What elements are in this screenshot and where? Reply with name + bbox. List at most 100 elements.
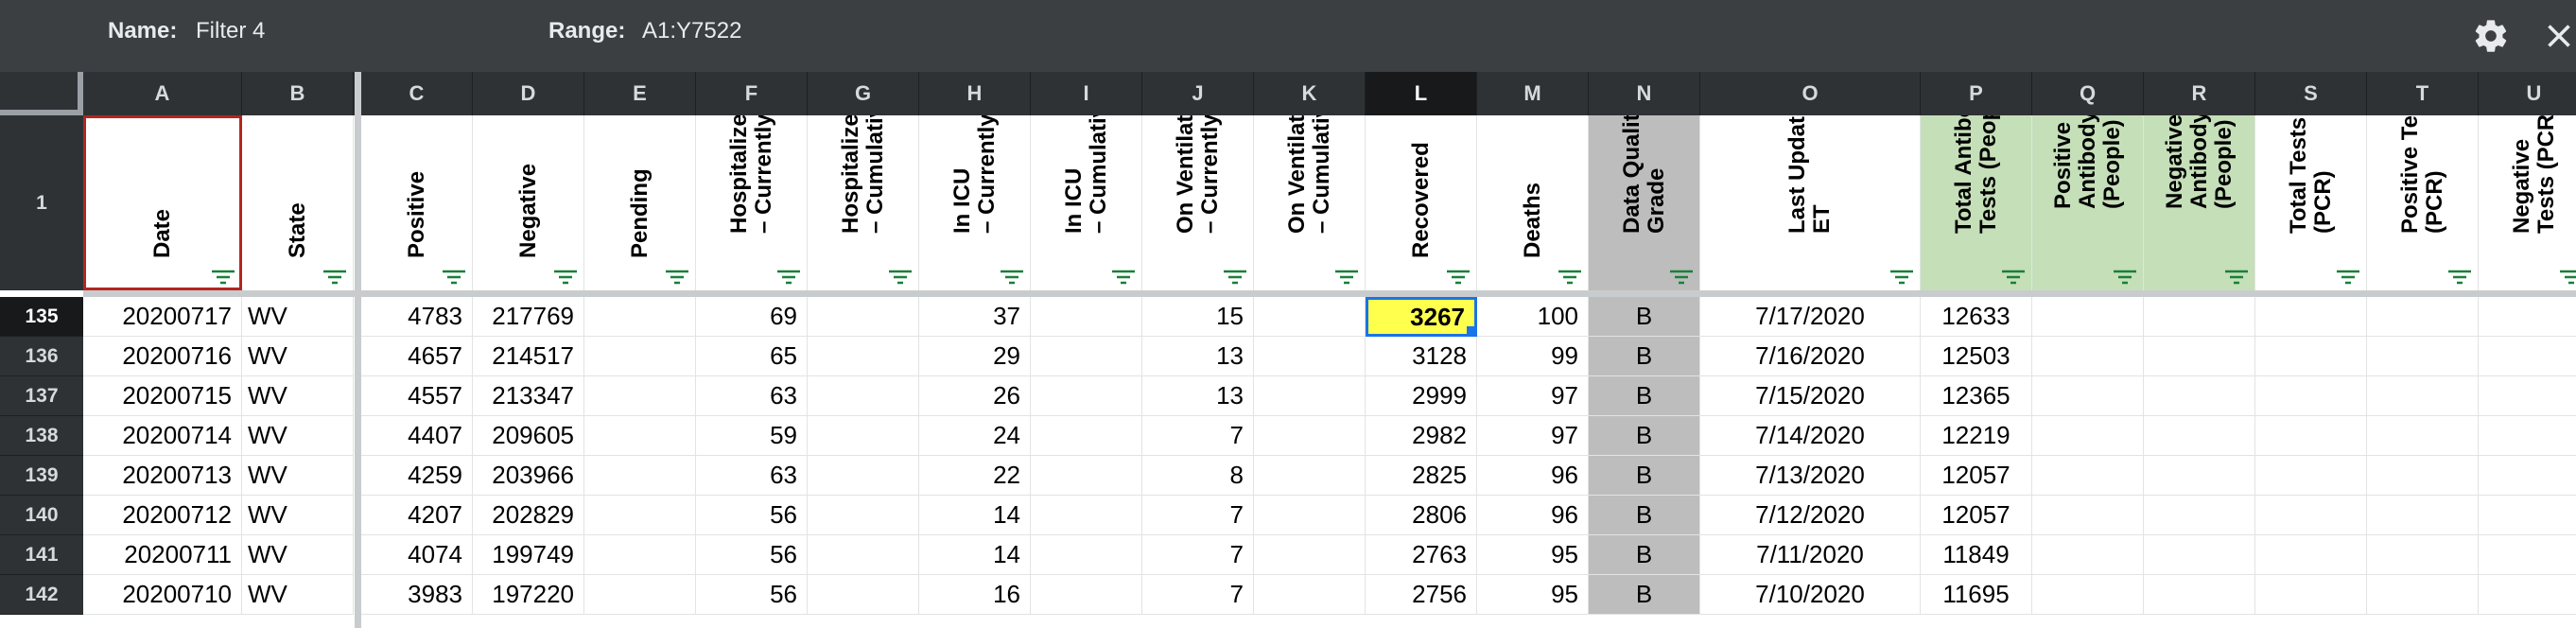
filter-range-value[interactable]: A1:Y7522 — [642, 18, 742, 44]
column-header-Q[interactable]: Q — [2032, 72, 2144, 115]
filter-icon[interactable] — [1111, 270, 1136, 285]
cell-C138[interactable]: 4407 — [361, 416, 473, 456]
cell-B136[interactable]: WV — [242, 337, 354, 376]
header-cell-R[interactable]: Negative Antibody Tests (People) — [2144, 115, 2255, 290]
cell-T135[interactable] — [2367, 297, 2479, 337]
cell-P139[interactable]: 12057 — [1921, 456, 2032, 496]
cell-J135[interactable]: 15 — [1142, 297, 1254, 337]
header-cell-S[interactable]: Total Tests (PCR) — [2255, 115, 2367, 290]
cell-S138[interactable] — [2255, 416, 2367, 456]
cell-Q135[interactable] — [2032, 297, 2144, 337]
cell-M137[interactable]: 97 — [1477, 376, 1589, 416]
cell-R138[interactable] — [2144, 416, 2255, 456]
cell-M140[interactable]: 96 — [1477, 496, 1589, 535]
cell-U141[interactable] — [2479, 535, 2576, 575]
cell-P137[interactable]: 12365 — [1921, 376, 2032, 416]
cell-S141[interactable] — [2255, 535, 2367, 575]
cell-Q138[interactable] — [2032, 416, 2144, 456]
cell-D138[interactable]: 209605 — [473, 416, 584, 456]
fill-handle[interactable] — [1467, 326, 1476, 336]
cell-O141[interactable]: 7/11/2020 — [1700, 535, 1921, 575]
header-cell-H[interactable]: In ICU – Currently — [919, 115, 1031, 290]
cell-H137[interactable]: 26 — [919, 376, 1031, 416]
cell-K136[interactable] — [1254, 337, 1366, 376]
cell-N139[interactable]: B — [1589, 456, 1700, 496]
cell-R141[interactable] — [2144, 535, 2255, 575]
column-header-O[interactable]: O — [1700, 72, 1921, 115]
cell-K141[interactable] — [1254, 535, 1366, 575]
column-header-K[interactable]: K — [1254, 72, 1366, 115]
header-cell-N[interactable]: Data Quality Grade — [1589, 115, 1700, 290]
cell-B141[interactable]: WV — [242, 535, 354, 575]
cell-N140[interactable]: B — [1589, 496, 1700, 535]
cell-O135[interactable]: 7/17/2020 — [1700, 297, 1921, 337]
filter-icon[interactable] — [776, 270, 801, 285]
cell-G136[interactable] — [808, 337, 919, 376]
cell-G135[interactable] — [808, 297, 919, 337]
cell-F137[interactable]: 63 — [696, 376, 808, 416]
column-header-T[interactable]: T — [2367, 72, 2479, 115]
cell-M139[interactable]: 96 — [1477, 456, 1589, 496]
header-cell-Q[interactable]: Positive Antibody Tests (People) — [2032, 115, 2144, 290]
filter-icon[interactable] — [322, 270, 347, 285]
header-cell-I[interactable]: In ICU – Cumulative — [1031, 115, 1142, 290]
cell-M142[interactable]: 95 — [1477, 575, 1589, 615]
cell-J138[interactable]: 7 — [1142, 416, 1254, 456]
cell-N141[interactable]: B — [1589, 535, 1700, 575]
cell-E142[interactable] — [584, 575, 696, 615]
cell-P138[interactable]: 12219 — [1921, 416, 2032, 456]
cell-B135[interactable]: WV — [242, 297, 354, 337]
cell-Q137[interactable] — [2032, 376, 2144, 416]
cell-O140[interactable]: 7/12/2020 — [1700, 496, 1921, 535]
filter-icon[interactable] — [2113, 270, 2137, 285]
column-header-U[interactable]: U — [2479, 72, 2576, 115]
cell-A140[interactable]: 20200712 — [83, 496, 242, 535]
cell-K140[interactable] — [1254, 496, 1366, 535]
cell-L142[interactable]: 2756 — [1366, 575, 1477, 615]
cell-E135[interactable] — [584, 297, 696, 337]
cell-R142[interactable] — [2144, 575, 2255, 615]
filter-icon[interactable] — [2224, 270, 2249, 285]
cell-R140[interactable] — [2144, 496, 2255, 535]
cell-S137[interactable] — [2255, 376, 2367, 416]
cell-L138[interactable]: 2982 — [1366, 416, 1477, 456]
cell-G137[interactable] — [808, 376, 919, 416]
header-cell-M[interactable]: Deaths — [1477, 115, 1589, 290]
select-all-corner[interactable] — [0, 72, 83, 115]
cell-J136[interactable]: 13 — [1142, 337, 1254, 376]
cell-S135[interactable] — [2255, 297, 2367, 337]
column-header-F[interactable]: F — [696, 72, 808, 115]
cell-P140[interactable]: 12057 — [1921, 496, 2032, 535]
row-header-135[interactable]: 135 — [0, 297, 83, 337]
row-header-142[interactable]: 142 — [0, 575, 83, 615]
filter-icon[interactable] — [1446, 270, 1471, 285]
cell-F142[interactable]: 56 — [696, 575, 808, 615]
cell-Q136[interactable] — [2032, 337, 2144, 376]
cell-C142[interactable]: 3983 — [361, 575, 473, 615]
header-cell-J[interactable]: On Ventilator – Currently — [1142, 115, 1254, 290]
cell-L137[interactable]: 2999 — [1366, 376, 1477, 416]
cell-L140[interactable]: 2806 — [1366, 496, 1477, 535]
cell-C136[interactable]: 4657 — [361, 337, 473, 376]
cell-T137[interactable] — [2367, 376, 2479, 416]
cell-M135[interactable]: 100 — [1477, 297, 1589, 337]
cell-H139[interactable]: 22 — [919, 456, 1031, 496]
cell-R137[interactable] — [2144, 376, 2255, 416]
cell-C135[interactable]: 4783 — [361, 297, 473, 337]
frozen-row-divider[interactable] — [83, 290, 2576, 297]
cell-J137[interactable]: 13 — [1142, 376, 1254, 416]
cell-B140[interactable]: WV — [242, 496, 354, 535]
cell-S142[interactable] — [2255, 575, 2367, 615]
filter-icon[interactable] — [211, 270, 235, 285]
cell-I135[interactable] — [1031, 297, 1142, 337]
cell-S139[interactable] — [2255, 456, 2367, 496]
header-cell-P[interactable]: Total Antibody Tests (People) — [1921, 115, 2032, 290]
cell-O137[interactable]: 7/15/2020 — [1700, 376, 1921, 416]
cell-N137[interactable]: B — [1589, 376, 1700, 416]
cell-K135[interactable] — [1254, 297, 1366, 337]
cell-T140[interactable] — [2367, 496, 2479, 535]
filter-icon[interactable] — [888, 270, 913, 285]
column-header-H[interactable]: H — [919, 72, 1031, 115]
column-header-I[interactable]: I — [1031, 72, 1142, 115]
cell-F140[interactable]: 56 — [696, 496, 808, 535]
